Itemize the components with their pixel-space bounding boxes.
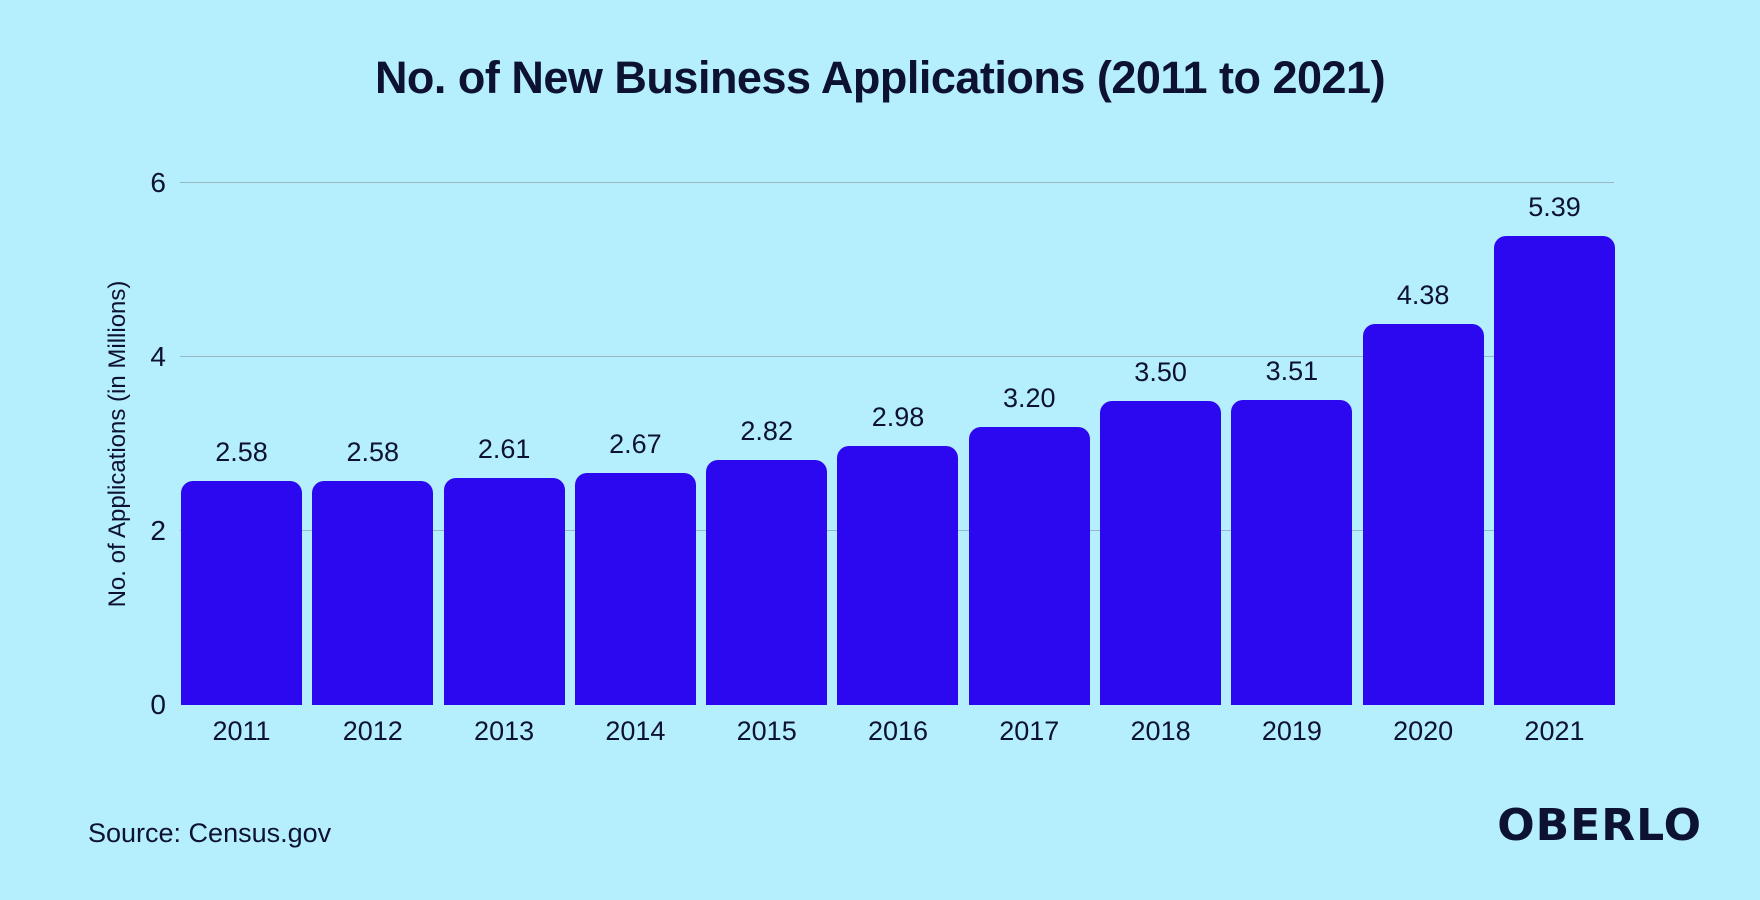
bar-value-label: 5.39 <box>1528 192 1581 223</box>
bar-value-label: 2.58 <box>346 436 400 467</box>
x-tick-label-2020: 2020 <box>1393 716 1454 746</box>
bar-2016 <box>837 445 959 705</box>
bar-value-label: 3.50 <box>1134 356 1187 387</box>
x-tick-label-2018: 2018 <box>1130 716 1191 746</box>
y-tick-label-2: 2 <box>150 515 166 546</box>
x-axis-tick-labels: 2011 2012 2013 2014 2015 2016 2017 2018 2019 2020… <box>181 716 1615 747</box>
x-tick-label-2013: 2013 <box>474 716 535 746</box>
bar-column-2014: 2.67 <box>574 183 696 705</box>
gridline-y-4 <box>180 356 1614 357</box>
bar-value-label: 2.82 <box>740 415 793 446</box>
x-tick-label-2014: 2014 <box>605 716 666 746</box>
bar-column-2015: 2.82 <box>706 183 828 705</box>
source-note: Source: Census.gov <box>88 818 332 848</box>
bar-2013 <box>443 477 565 705</box>
bar-column-2013: 2.61 <box>443 183 565 705</box>
y-axis-title: No. of Applications (in Millions) <box>104 280 131 608</box>
bar-column-2017: 3.20 <box>968 183 1090 705</box>
bar-2015 <box>706 459 828 705</box>
x-tick-label-2019: 2019 <box>1261 716 1322 746</box>
bar-column-2018: 3.50 <box>1100 183 1222 705</box>
x-tick-label-2017: 2017 <box>999 716 1060 746</box>
bar-2018 <box>1100 400 1222 705</box>
bar-column-2020: 4.38 <box>1362 183 1484 705</box>
y-tick-label-0: 0 <box>150 689 166 720</box>
x-tick-label-2011: 2011 <box>212 716 271 746</box>
chart-title: No. of New Business Applications (2011 t… <box>374 52 1386 103</box>
bar-column-2011: 2.58 <box>181 183 302 705</box>
x-tick-label-2015: 2015 <box>736 716 797 746</box>
bar-column-2016: 2.98 <box>837 183 959 705</box>
bar-value-label: 2.67 <box>609 428 662 459</box>
bar-2017 <box>968 426 1090 705</box>
y-tick-label-4: 4 <box>150 341 166 372</box>
x-tick-label-2021: 2021 <box>1524 716 1585 746</box>
bar-value-label: 3.51 <box>1265 355 1319 386</box>
bar-2012 <box>312 480 434 705</box>
bar-column-2019: 3.51 <box>1231 183 1353 705</box>
bar-value-label: 3.20 <box>1003 382 1056 413</box>
bar-value-label: 2.58 <box>215 436 268 467</box>
bars-row: 2.58 2.58 2.61 2.67 2.82 2.98 3.20 3.50 3.51 4.38… <box>181 183 1615 705</box>
bar-column-2012: 2.58 <box>312 183 434 705</box>
bar-2011 <box>181 480 302 705</box>
x-tick-label-2016: 2016 <box>867 716 929 746</box>
bar-column-2021: 5.39 <box>1493 183 1615 705</box>
plot-area: 2.58 2.58 2.61 2.67 2.82 2.98 3.20 3.50 3.51 4.38… <box>180 182 1615 705</box>
bar-2020 <box>1362 323 1484 705</box>
oberlo-logo: OBERLO <box>1497 800 1702 851</box>
bar-2014 <box>574 472 696 705</box>
bar-value-label: 4.38 <box>1396 279 1450 310</box>
y-tick-label-6: 6 <box>150 167 166 198</box>
bar-2019 <box>1231 399 1353 705</box>
bar-value-label: 2.98 <box>871 401 925 432</box>
bar-value-label: 2.61 <box>477 433 531 464</box>
gridline-y-6 <box>180 182 1614 183</box>
x-tick-label-2012: 2012 <box>342 716 403 746</box>
bar-2021 <box>1493 236 1615 705</box>
